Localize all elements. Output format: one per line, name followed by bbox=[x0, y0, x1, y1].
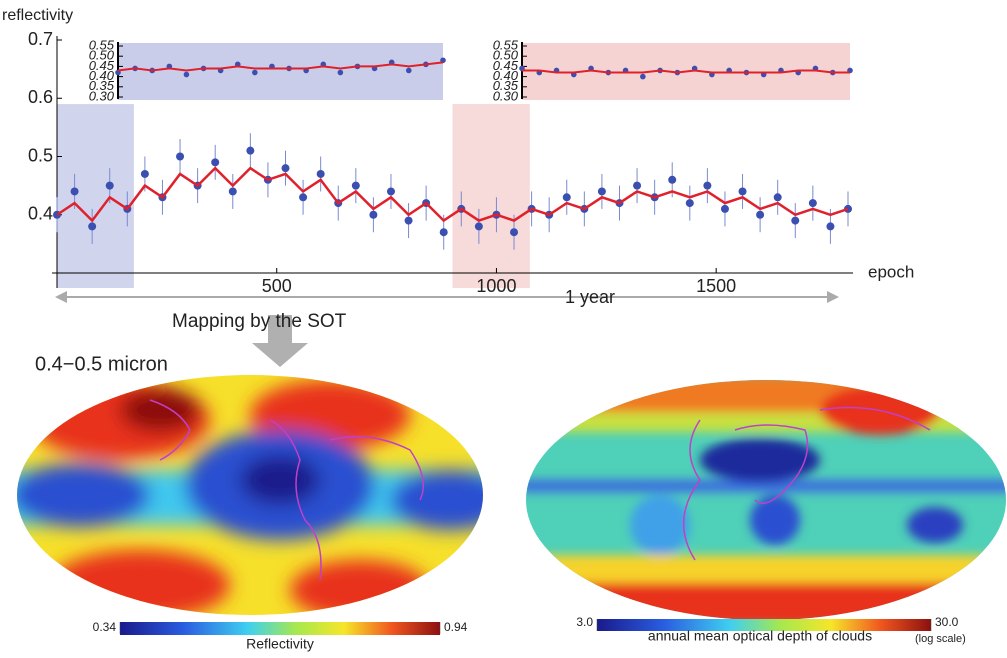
data-point bbox=[228, 187, 237, 196]
y-tick-label: 0.35 bbox=[493, 78, 519, 93]
y-tick-label: 0.40 bbox=[493, 68, 519, 83]
x-tick-label: 500 bbox=[262, 276, 292, 296]
y-tick-label: 0.50 bbox=[493, 48, 519, 63]
year-arrow bbox=[55, 291, 839, 303]
data-point bbox=[562, 193, 571, 202]
annotation: 1 year bbox=[565, 287, 615, 307]
data-point bbox=[405, 67, 412, 74]
y-tick-label: 0.40 bbox=[89, 68, 115, 83]
data-point bbox=[246, 146, 255, 155]
data-point bbox=[640, 73, 646, 80]
y-tick-label: 0.35 bbox=[89, 78, 115, 93]
inset: 0.550.500.450.400.350.30 bbox=[493, 37, 853, 103]
data-point bbox=[105, 181, 114, 190]
annotation: Mapping by the SOT bbox=[172, 311, 347, 332]
data-point bbox=[633, 181, 642, 190]
data-point bbox=[439, 228, 448, 237]
data-point bbox=[337, 69, 344, 76]
x-tick-label: 1500 bbox=[696, 276, 736, 296]
cloud-map bbox=[526, 380, 1006, 620]
data-point bbox=[791, 216, 800, 225]
inset-background bbox=[118, 43, 443, 100]
arrow bbox=[252, 315, 308, 367]
data-point bbox=[597, 187, 606, 196]
data-point bbox=[252, 69, 258, 76]
colorbar bbox=[597, 619, 931, 631]
data-point bbox=[685, 199, 694, 208]
colorbar-label: annual mean optical depth of clouds bbox=[648, 628, 872, 644]
y-tick-label: 0.4 bbox=[28, 204, 53, 224]
y-axis-label: reflectivity bbox=[2, 7, 73, 24]
data-point bbox=[668, 175, 677, 184]
colorbar-tick-label: 3.0 bbox=[576, 615, 593, 629]
data-point bbox=[211, 158, 220, 167]
data-point bbox=[510, 228, 519, 237]
model-line bbox=[522, 69, 850, 74]
colorbar-note: (log scale) bbox=[915, 633, 966, 645]
data-point bbox=[474, 222, 483, 231]
colorbar-tick-label: 0.94 bbox=[444, 620, 468, 634]
data-point bbox=[404, 216, 413, 225]
y-tick-label: 0.55 bbox=[89, 37, 115, 52]
inset: 0.550.500.450.400.350.30 bbox=[89, 37, 446, 103]
y-tick-label: 0.5 bbox=[28, 145, 53, 165]
y-tick-label: 0.30 bbox=[493, 88, 519, 103]
x-axis-label: epoch bbox=[868, 262, 914, 281]
data-point bbox=[738, 187, 747, 196]
x-tick-label: 1000 bbox=[476, 276, 516, 296]
data-point bbox=[88, 222, 97, 231]
y-tick-label: 0.45 bbox=[89, 58, 115, 73]
data-point bbox=[299, 193, 308, 202]
reflectivity-map bbox=[17, 375, 483, 615]
data-point bbox=[176, 152, 185, 161]
y-tick-label: 0.55 bbox=[493, 37, 519, 52]
data-point bbox=[140, 169, 149, 178]
colorbar-tick-label: 30.0 bbox=[935, 615, 959, 629]
data-point bbox=[720, 204, 729, 213]
y-tick-label: 0.7 bbox=[28, 29, 53, 49]
y-tick-label: 0.45 bbox=[493, 58, 519, 73]
data-point bbox=[316, 169, 325, 178]
colorbar-tick-label: 0.34 bbox=[93, 620, 117, 634]
y-tick-label: 0.30 bbox=[89, 88, 115, 103]
model-line bbox=[56, 166, 849, 223]
data-point bbox=[369, 210, 378, 219]
map-title: 0.4−0.5 micron bbox=[35, 353, 168, 375]
data-point bbox=[773, 193, 782, 202]
y-tick-label: 0.6 bbox=[28, 87, 53, 107]
colorbar bbox=[120, 622, 440, 635]
data-point bbox=[703, 181, 712, 190]
data-point bbox=[386, 187, 395, 196]
y-tick-label: 0.50 bbox=[89, 48, 115, 63]
data-point bbox=[70, 187, 79, 196]
plot: 0.4 0.5 0.6 0.7 500 1000 1500 reflectivity epoch… bbox=[2, 7, 914, 332]
highlight bbox=[452, 104, 530, 288]
data-point bbox=[756, 210, 765, 219]
data-point bbox=[281, 164, 290, 173]
data-point bbox=[826, 222, 835, 231]
colorbar-label: Reflectivity bbox=[246, 636, 314, 652]
model-line bbox=[117, 61, 444, 72]
data-point bbox=[808, 199, 817, 208]
data-point bbox=[183, 71, 190, 78]
highlight bbox=[57, 104, 134, 288]
data-point bbox=[351, 181, 360, 190]
